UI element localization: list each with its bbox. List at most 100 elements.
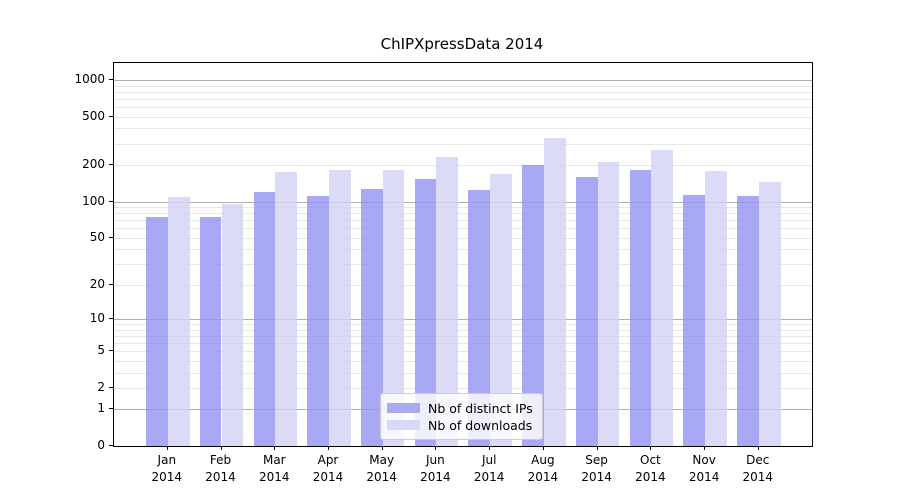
- minor-gridline: [114, 324, 812, 325]
- y-tick-label-500: 500: [82, 108, 105, 123]
- bar-downloads-nov: [705, 170, 727, 446]
- minor-gridline: [114, 165, 812, 166]
- bar-downloads-jun: [436, 157, 459, 446]
- bar-distinct-ips-jan: [146, 217, 168, 446]
- legend: Nb of distinct IPs Nb of downloads: [380, 393, 543, 440]
- x-tick-mark: [435, 446, 437, 450]
- minor-gridline: [114, 264, 812, 266]
- y-tick-label-10: 10: [89, 311, 105, 325]
- y-tick-mark: [109, 78, 113, 80]
- x-tick-label-oct: Oct 2014: [635, 453, 666, 484]
- bar-downloads-aug: [543, 137, 566, 446]
- minor-gridline: [114, 284, 812, 286]
- x-tick-mark: [166, 446, 168, 450]
- minor-gridline: [114, 372, 812, 374]
- bar-downloads-jul: [490, 174, 512, 446]
- legend-item-distinct-ips: Nb of distinct IPs: [387, 400, 534, 416]
- bar-downloads-apr: [329, 170, 351, 446]
- y-tick-label-5: 5: [97, 343, 105, 358]
- bar-downloads-dec: [758, 181, 781, 446]
- bar-downloads-jan: [167, 197, 190, 446]
- bar-distinct-ips-apr: [307, 196, 329, 446]
- minor-gridline: [114, 91, 812, 93]
- minor-gridline: [114, 360, 812, 362]
- y-tick-mark: [109, 408, 113, 410]
- bar-distinct-ips-jul: [468, 190, 491, 446]
- minor-gridline: [114, 387, 812, 389]
- bar-downloads-oct: [651, 150, 674, 446]
- y-tick-mark: [109, 164, 113, 165]
- x-tick-mark: [596, 446, 598, 450]
- major-gridline: [114, 79, 812, 81]
- x-tick-label-apr: Apr 2014: [312, 453, 344, 484]
- x-tick-mark: [489, 446, 491, 450]
- x-tick-label-mar: Mar 2014: [259, 453, 290, 484]
- y-tick-label-100: 100: [82, 193, 105, 208]
- y-tick-mark: [109, 318, 113, 319]
- x-tick-label-jun: Jun 2014: [420, 453, 451, 484]
- bar-downloads-mar: [275, 172, 298, 446]
- minor-gridline: [114, 213, 812, 215]
- minor-gridline: [114, 116, 812, 118]
- minor-gridline: [114, 107, 812, 108]
- x-tick-label-jan: Jan 2014: [151, 453, 183, 484]
- x-tick-label-jul: Jul 2014: [473, 453, 505, 484]
- minor-gridline: [114, 249, 812, 251]
- bar-distinct-ips-aug: [522, 165, 544, 446]
- bar-distinct-ips-mar: [253, 191, 276, 446]
- y-tick-label-2: 2: [97, 379, 105, 394]
- y-tick-mark: [109, 115, 113, 117]
- minor-gridline: [114, 128, 812, 130]
- x-tick-label-may: May 2014: [366, 453, 397, 484]
- y-tick-mark: [109, 283, 113, 285]
- bar-distinct-ips-oct: [629, 170, 652, 446]
- y-tick-mark: [109, 445, 113, 446]
- y-tick-label-0: 0: [97, 438, 105, 452]
- major-gridline: [114, 201, 812, 203]
- bar-distinct-ips-sep: [575, 177, 598, 446]
- x-tick-mark: [542, 446, 544, 450]
- minor-gridline: [114, 220, 812, 222]
- legend-item-downloads: Nb of downloads: [387, 417, 534, 433]
- minor-gridline: [114, 335, 812, 337]
- bar-distinct-ips-dec: [737, 196, 759, 446]
- y-tick-mark: [109, 350, 113, 352]
- bar-downloads-feb: [221, 204, 244, 446]
- x-tick-label-nov: Nov 2014: [688, 453, 720, 484]
- x-tick-mark: [650, 446, 652, 450]
- minor-gridline: [114, 85, 812, 87]
- plot-area: [113, 62, 813, 447]
- bar-distinct-ips-feb: [199, 217, 222, 446]
- x-tick-label-feb: Feb 2014: [205, 453, 236, 484]
- minor-gridline: [114, 237, 812, 239]
- x-tick-mark: [381, 446, 383, 450]
- legend-swatch-downloads-icon: [387, 420, 420, 430]
- x-tick-label-sep: Sep 2014: [581, 453, 612, 484]
- y-tick-mark: [109, 200, 113, 202]
- minor-gridline: [114, 143, 812, 145]
- x-tick-mark: [328, 446, 329, 450]
- y-tick-label-1: 1: [97, 401, 105, 416]
- major-gridline: [114, 319, 812, 320]
- x-tick-label-aug: Aug 2014: [527, 453, 559, 484]
- y-tick-label-20: 20: [89, 276, 105, 291]
- legend-swatch-distinct-ips-icon: [387, 403, 420, 413]
- minor-gridline: [114, 228, 812, 230]
- legend-label-distinct-ips: Nb of distinct IPs: [428, 400, 533, 416]
- bar-distinct-ips-may: [360, 189, 383, 446]
- minor-gridline: [114, 98, 812, 100]
- y-tick-label-50: 50: [89, 229, 105, 244]
- bar-downloads-may: [382, 170, 405, 446]
- minor-gridline: [114, 351, 812, 353]
- minor-gridline: [114, 329, 812, 331]
- minor-gridline: [114, 342, 812, 344]
- x-tick-label-dec: Dec 2014: [742, 453, 774, 484]
- x-tick-mark: [704, 446, 706, 450]
- y-tick-label-200: 200: [82, 157, 105, 171]
- x-tick-mark: [274, 446, 276, 450]
- bar-downloads-sep: [597, 161, 620, 446]
- x-tick-mark: [757, 446, 759, 450]
- y-tick-mark: [109, 386, 113, 388]
- chart-title: ChIPXpressData 2014: [380, 35, 544, 53]
